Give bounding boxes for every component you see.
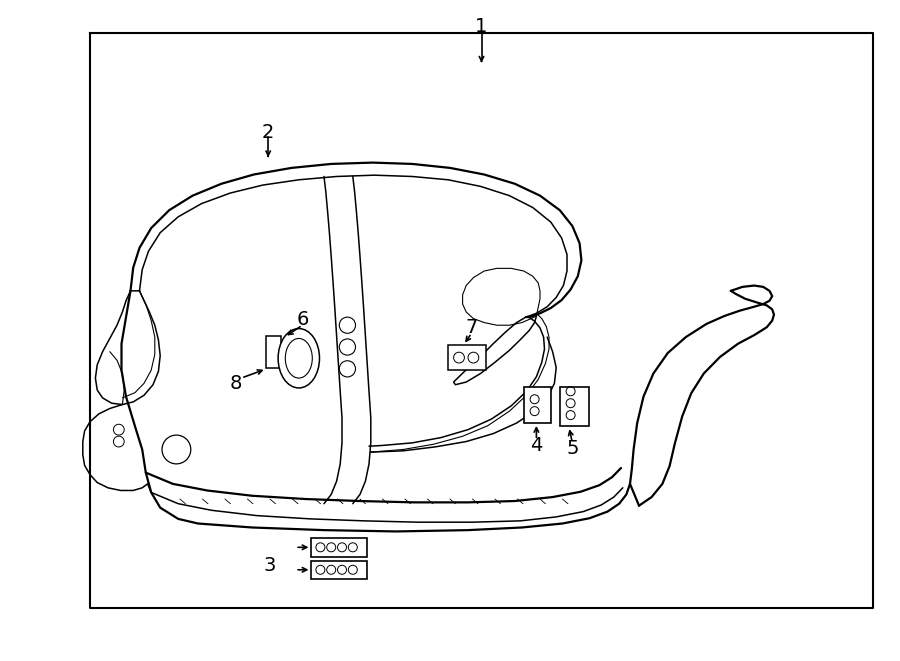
Bar (311, 538, 367, 557)
Text: 2: 2 (262, 123, 274, 141)
Text: 8: 8 (230, 374, 242, 393)
Bar (311, 561, 367, 579)
Text: 4: 4 (530, 436, 543, 455)
Text: 5: 5 (566, 439, 579, 457)
Bar (448, 345, 486, 370)
Text: 1: 1 (475, 17, 488, 36)
Text: 7: 7 (465, 319, 478, 337)
Bar (560, 387, 589, 426)
Text: 6: 6 (296, 311, 309, 329)
Bar (266, 336, 281, 368)
Ellipse shape (285, 338, 312, 378)
Text: 3: 3 (264, 556, 276, 574)
Bar (524, 387, 551, 423)
Ellipse shape (278, 329, 320, 388)
